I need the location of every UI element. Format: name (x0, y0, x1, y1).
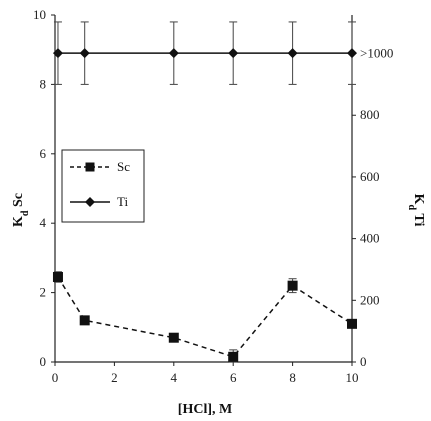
data-point-sc (79, 315, 90, 326)
data-point-ti (228, 48, 239, 59)
y-left-title-sub: d (20, 210, 31, 216)
legend: Sc Ti (61, 149, 145, 223)
legend-label-sc: Sc (117, 159, 130, 174)
series-line-sc (57, 276, 353, 358)
legend-label-ti: Ti (117, 194, 128, 209)
legend-marker-ti (85, 197, 95, 207)
data-point-sc (228, 351, 239, 362)
legend-box (61, 149, 145, 223)
y-left-tick-label: 0 (40, 354, 47, 369)
data-point-sc (287, 280, 298, 291)
y-right-tick-label: 0 (360, 354, 367, 369)
y-right-title-main: K (411, 194, 426, 205)
y-right-tick-label: 200 (360, 292, 380, 307)
y-right-title-sub: d (407, 205, 418, 211)
y-right-tick-label: >1000 (360, 46, 393, 61)
y-left-tick-label: 6 (40, 146, 47, 161)
series-sc (52, 271, 357, 363)
data-point-ti (52, 48, 63, 59)
x-tick-label: 4 (171, 370, 178, 385)
y-right-tick-label: 400 (360, 231, 380, 246)
x-axis-title: [HCl], M (178, 402, 232, 417)
x-tick-label: 10 (346, 370, 359, 385)
y-left-title-rest: Sc (11, 193, 26, 211)
y-left-title-main: K (11, 216, 26, 227)
legend-marker-sc (85, 162, 95, 172)
y-left-axis-title: Kd Sc (11, 193, 31, 227)
data-point-ti (287, 48, 298, 59)
y-right-title-rest: Ti (411, 210, 426, 226)
x-tick-label: 0 (52, 370, 59, 385)
data-point-ti (79, 48, 90, 59)
y-right-tick-label: 600 (360, 169, 380, 184)
data-point-sc (52, 271, 63, 282)
data-point-ti (347, 48, 357, 59)
y-left-tick-label: 8 (40, 76, 47, 91)
data-point-sc (347, 318, 357, 329)
series (52, 21, 357, 363)
y-right-axis-title: Kd Ti (407, 194, 427, 227)
x-tick-label: 6 (230, 370, 237, 385)
x-tick-label: 8 (289, 370, 296, 385)
y-left-tick-label: 2 (40, 285, 47, 300)
y-left-tick-label: 10 (33, 7, 46, 22)
y-left-tick-label: 4 (40, 215, 47, 230)
x-tick-label: 2 (111, 370, 118, 385)
data-point-sc (168, 332, 179, 343)
data-point-ti (168, 48, 179, 59)
y-right-tick-label: 800 (360, 107, 380, 122)
series-ti (52, 21, 357, 85)
